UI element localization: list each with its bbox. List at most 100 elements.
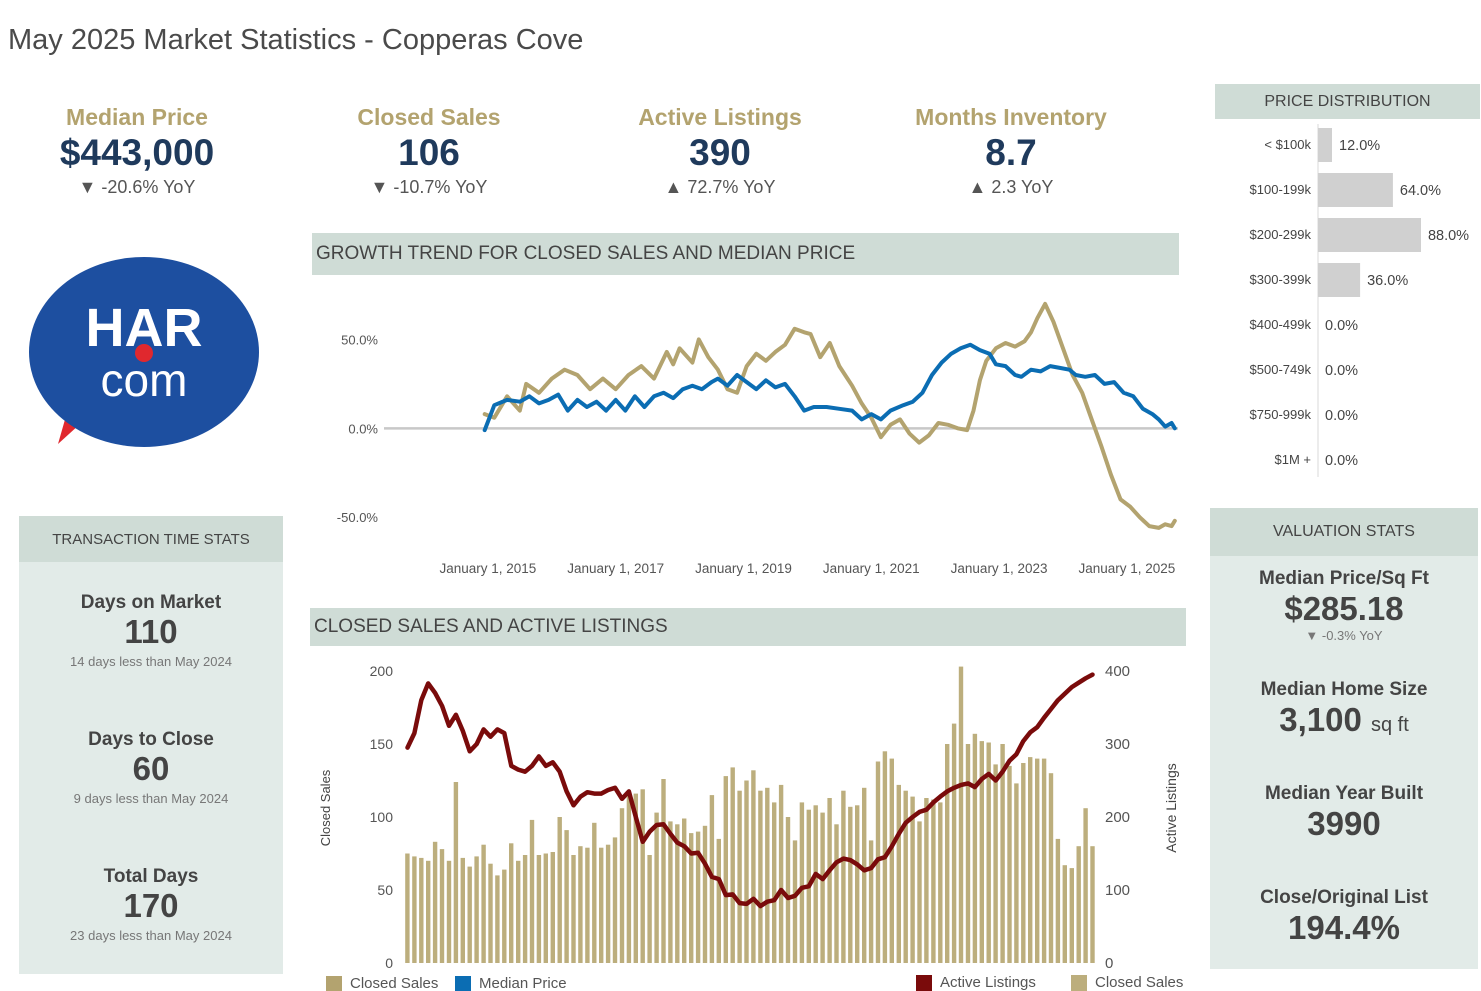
closed-sales-bar: [633, 793, 638, 963]
stat-label: Total Days: [103, 866, 199, 887]
kpi-change: ▼ -20.6% YoY: [78, 177, 196, 197]
closed-sales-bar: [792, 840, 798, 963]
distribution-row-label: $400-499k: [1250, 317, 1312, 332]
closed-sales-bar: [841, 790, 846, 963]
closed-sales-bar: [1028, 757, 1033, 963]
closed-sales-bar: [439, 849, 445, 963]
closed-sales-bar: [488, 863, 493, 963]
closed-sales-bar: [467, 866, 472, 963]
stat-total-days: Total Days 170 23 days less than May 202…: [19, 866, 283, 943]
closed-sales-bar: [716, 838, 721, 963]
closed-sales-bar: [564, 830, 569, 963]
closed-sales-bar: [1021, 763, 1026, 963]
x-tick-label: January 1, 2019: [695, 561, 792, 576]
y-tick-label: 50.0%: [341, 332, 378, 347]
kpi-closed-sales: Closed Sales 106 ▼ -10.7% YoY: [309, 104, 549, 198]
kpi-value: 8.7: [985, 132, 1037, 173]
growth-trend-chart: 50.0% 0.0% -50.0% January 1, 2015 January 1,…: [337, 301, 1178, 576]
y-right-tick-label: 400: [1105, 663, 1130, 680]
legend-swatch: [916, 974, 932, 991]
closed-sales-bar: [689, 833, 694, 963]
closed-sales-bar: [529, 819, 535, 963]
closed-sales-bar: [599, 847, 604, 963]
distribution-row-label: $100-199k: [1250, 182, 1312, 197]
legend-label: Closed Sales: [350, 975, 439, 991]
x-tick-label: January 1, 2025: [1078, 561, 1175, 576]
kpi-value: 390: [689, 132, 751, 173]
y-tick-label: 0.0%: [348, 421, 378, 436]
valuation-panel: VALUATION STATS Median Price/Sq Ft $285.…: [1210, 508, 1478, 969]
legend-closed-sales-bars: Closed Sales: [1071, 974, 1183, 991]
y-right-tick-label: 0: [1105, 955, 1113, 970]
closed-sales-bar: [972, 733, 978, 963]
stat-price-per-sqft: Median Price/Sq Ft $285.18 ▼ -0.3% YoY: [1210, 568, 1478, 643]
stat-year-built: Median Year Built 3990: [1210, 783, 1478, 843]
x-tick-label: January 1, 2023: [951, 561, 1048, 576]
closed-sales-bar: [522, 855, 528, 963]
kpi-months-inventory: Months Inventory 8.7 ▲ 2.3 YoY: [891, 104, 1131, 198]
closed-sales-bar: [426, 860, 431, 963]
closed-sales-bar: [965, 744, 971, 963]
closed-sales-bar: [695, 831, 701, 963]
y-tick-label: 200: [370, 663, 394, 679]
closed-sales-bar: [917, 821, 922, 963]
distribution-value-label: 0.0%: [1325, 318, 1358, 334]
closed-sales-bar: [938, 802, 943, 963]
closed-sales-bar: [1076, 846, 1081, 963]
closed-sales-bar: [661, 779, 666, 963]
x-tick-label: January 1, 2017: [567, 561, 664, 576]
panel-title: VALUATION STATS: [1210, 508, 1478, 556]
closed-sales-bar: [592, 822, 597, 963]
stat-value: 60: [132, 750, 170, 787]
closed-sales-bar: [730, 767, 735, 963]
distribution-row-label: $300-399k: [1250, 272, 1312, 287]
logo-dot: [135, 344, 153, 362]
legend-label: Median Price: [479, 975, 567, 991]
y-right-tick-label: 300: [1105, 736, 1130, 753]
closed-sales-bar: [868, 840, 874, 963]
closed-sales-bar: [834, 824, 839, 963]
closed-sales-bar: [1007, 765, 1012, 963]
legend-active-listings: Active Listings: [916, 974, 1036, 991]
distribution-value-label: 0.0%: [1325, 453, 1358, 469]
distribution-row-label: $1M +: [1275, 452, 1312, 467]
stat-label: Median Price/Sq Ft: [1259, 568, 1429, 589]
x-tick-label: January 1, 2015: [439, 561, 536, 576]
closed-sales-bar: [612, 837, 618, 963]
closed-sales-bar: [626, 795, 632, 963]
closed-sales-bar: [848, 806, 853, 963]
kpi-label: Active Listings: [638, 104, 802, 130]
closed-sales-bar: [571, 855, 576, 963]
legend-swatch: [326, 975, 342, 991]
closed-sales-bar: [495, 875, 500, 963]
stat-close-original-list: Close/Original List 194.4%: [1210, 887, 1478, 947]
distribution-row-label: $500-749k: [1250, 362, 1312, 377]
distribution-row-label: < $100k: [1264, 137, 1311, 152]
stat-value: 170: [123, 887, 179, 924]
closed-sales-bar: [419, 857, 424, 963]
distribution-bar: [1318, 263, 1361, 297]
kpi-active-listings: Active Listings 390 ▲ 72.7% YoY: [600, 104, 840, 198]
closed-sales-bar: [682, 818, 687, 963]
kpi-label: Median Price: [66, 104, 208, 130]
legend-swatch: [455, 975, 471, 991]
closed-sales-bar: [585, 847, 590, 963]
closed-sales-bar: [536, 855, 542, 963]
closed-sales-bar: [474, 856, 479, 963]
distribution-value-label: 0.0%: [1325, 408, 1358, 424]
kpi-label: Closed Sales: [357, 104, 501, 130]
closed-sales-bar: [412, 856, 417, 963]
stat-label: Days to Close: [88, 729, 214, 750]
y-right-tick-label: 200: [1105, 809, 1130, 826]
distribution-bar: [1318, 128, 1332, 162]
closed-sales-bar: [820, 812, 825, 963]
growth-trend-header: GROWTH TREND FOR CLOSED SALES AND MEDIAN…: [312, 233, 1179, 275]
closed-sales-bar: [958, 666, 964, 963]
stat-value: 3,100: [1279, 701, 1362, 738]
series-line-closed-sales: [482, 301, 1177, 530]
stat-home-size: Median Home Size 3,100 sq ft: [1210, 679, 1478, 744]
y-axis-title: Closed Sales: [318, 769, 333, 846]
closed-sales-bar: [889, 758, 894, 963]
stat-label: Median Home Size: [1260, 679, 1428, 700]
closed-sales-bar: [509, 843, 514, 963]
